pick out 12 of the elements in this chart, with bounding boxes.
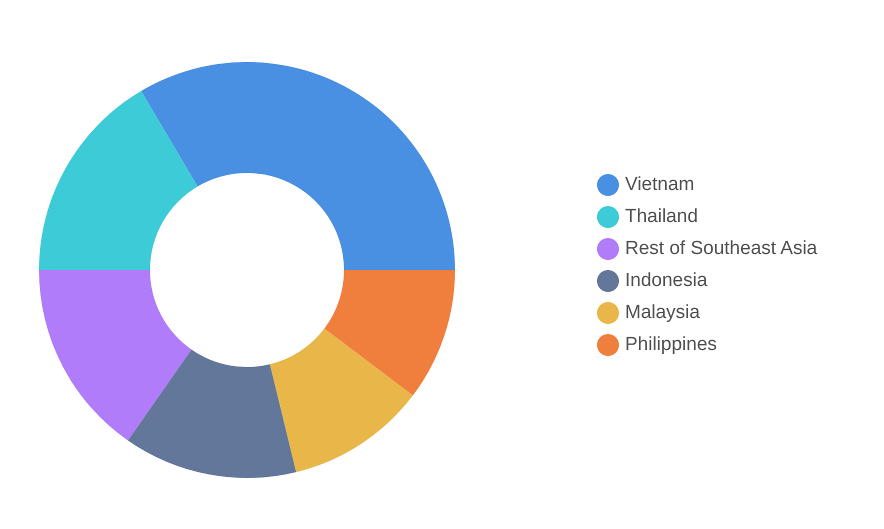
donut-slice (39, 90, 198, 270)
legend-label: Indonesia (625, 270, 708, 292)
donut-slice (39, 270, 192, 441)
donut-slice (128, 350, 296, 478)
legend-label: Philippines (625, 334, 717, 356)
donut-slice (270, 328, 413, 472)
legend-label: Malaysia (625, 302, 700, 324)
legend-label: Thailand (625, 206, 698, 228)
legend-label: Rest of Southeast Asia (625, 238, 818, 260)
donut-slice (324, 270, 455, 396)
donut-slice (141, 62, 455, 270)
legend-label: Vietnam (625, 174, 694, 196)
